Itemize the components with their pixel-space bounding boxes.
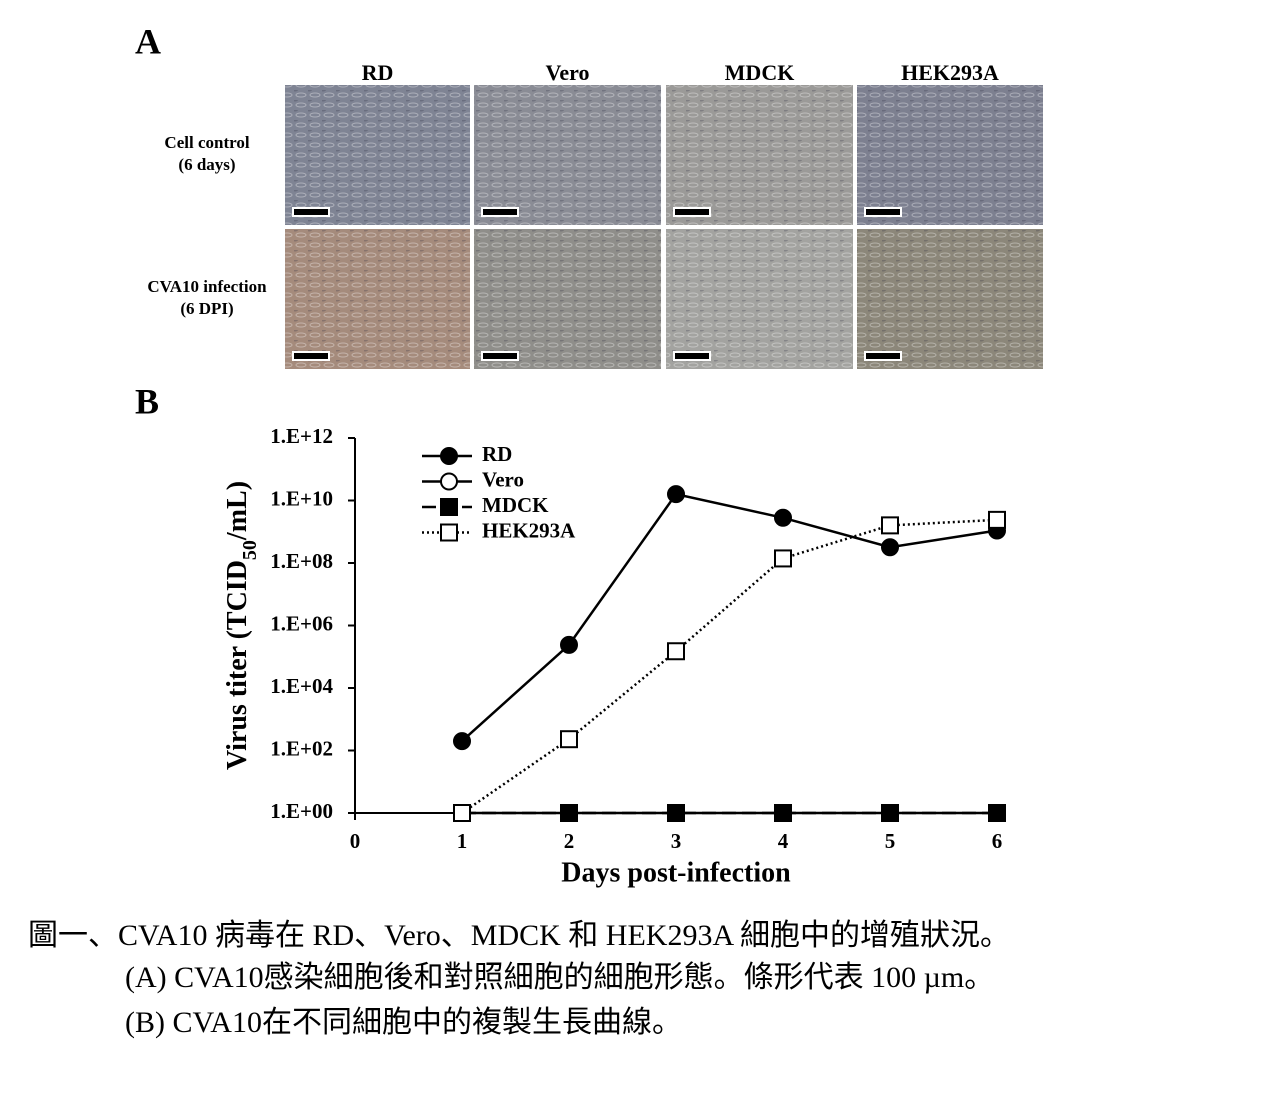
x-tick-label: 3 bbox=[671, 829, 682, 853]
x-tick-label: 4 bbox=[778, 829, 789, 853]
column-label: Vero bbox=[546, 60, 590, 85]
data-point bbox=[774, 804, 792, 822]
series-line bbox=[461, 518, 998, 815]
column-label: RD bbox=[362, 60, 394, 85]
legend-marker bbox=[440, 447, 458, 465]
scale-bar bbox=[864, 207, 902, 217]
x-tick-label: 0 bbox=[350, 829, 361, 853]
y-axis-label-part: 50 bbox=[239, 540, 261, 560]
legend-label: MDCK bbox=[482, 493, 549, 517]
y-axis-label-part: /mL) bbox=[222, 481, 253, 541]
micrograph-texture bbox=[285, 85, 470, 225]
data-point bbox=[988, 510, 1006, 529]
data-point bbox=[774, 549, 792, 568]
legend-label: Vero bbox=[482, 467, 524, 491]
series-line bbox=[461, 492, 998, 743]
scale-bar bbox=[673, 351, 711, 361]
column-label: HEK293A bbox=[901, 60, 999, 85]
data-point bbox=[560, 804, 578, 822]
micrograph-texture bbox=[666, 229, 853, 369]
micrograph-texture bbox=[474, 85, 661, 225]
y-tick-label: 1.E+08 bbox=[270, 549, 333, 573]
x-tick-label: 2 bbox=[564, 829, 575, 853]
data-point bbox=[774, 508, 792, 527]
scale-bar bbox=[481, 207, 519, 217]
micrograph-texture bbox=[474, 229, 661, 369]
x-tick-label: 1 bbox=[457, 829, 468, 853]
legend-marker bbox=[440, 523, 458, 542]
column-label: MDCK bbox=[725, 60, 795, 85]
x-axis-label: Days post-infection bbox=[561, 857, 791, 888]
data-point bbox=[988, 804, 1006, 822]
data-point bbox=[667, 642, 685, 661]
data-point bbox=[667, 804, 685, 822]
micrograph-texture bbox=[857, 85, 1043, 225]
row-label: (6 days) bbox=[178, 155, 235, 174]
micrograph-texture bbox=[666, 85, 853, 225]
micrograph-texture bbox=[857, 229, 1043, 369]
scale-bar bbox=[673, 207, 711, 217]
data-point bbox=[881, 804, 899, 822]
scale-bar bbox=[292, 351, 330, 361]
y-tick-label: 1.E+10 bbox=[270, 486, 333, 510]
y-tick-label: 1.E+02 bbox=[270, 736, 333, 760]
data-point bbox=[560, 635, 578, 654]
data-point bbox=[453, 804, 471, 822]
y-tick-label: 1.E+12 bbox=[270, 424, 333, 448]
data-point bbox=[560, 730, 578, 749]
x-tick-label: 6 bbox=[992, 829, 1003, 853]
row-label: CVA10 infection bbox=[147, 277, 267, 296]
data-point bbox=[881, 538, 899, 557]
data-point bbox=[453, 732, 471, 751]
data-point bbox=[881, 516, 899, 535]
row-label: (6 DPI) bbox=[180, 299, 233, 318]
caption-line: (B) CVA10在不同細胞中的複製生長曲線。 bbox=[125, 1006, 682, 1039]
micrograph-texture bbox=[285, 229, 470, 369]
panel-letter: A bbox=[135, 21, 161, 61]
y-tick-label: 1.E+06 bbox=[270, 611, 333, 635]
row-label: Cell control bbox=[164, 133, 249, 152]
y-axis-label: Virus titer (TCID50/mL) bbox=[222, 481, 260, 770]
panel-letter: B bbox=[135, 381, 159, 421]
caption-line: (A) CVA10感染細胞後和對照細胞的細胞形態。條形代表 100 µm。 bbox=[125, 961, 994, 994]
y-tick-label: 1.E+00 bbox=[270, 799, 333, 823]
y-tick-label: 1.E+04 bbox=[270, 674, 333, 698]
scale-bar bbox=[481, 351, 519, 361]
scale-bar bbox=[292, 207, 330, 217]
x-tick-label: 5 bbox=[885, 829, 896, 853]
legend-label: RD bbox=[482, 442, 512, 466]
legend-marker bbox=[440, 472, 458, 491]
legend-marker bbox=[440, 498, 458, 516]
legend-label: HEK293A bbox=[482, 518, 576, 542]
y-axis-label-part: Virus titer (TCID bbox=[222, 560, 253, 770]
scale-bar bbox=[864, 351, 902, 361]
caption-line: 圖一、CVA10 病毒在 RD、Vero、MDCK 和 HEK293A 細胞中的… bbox=[28, 919, 1010, 952]
data-point bbox=[667, 485, 685, 504]
